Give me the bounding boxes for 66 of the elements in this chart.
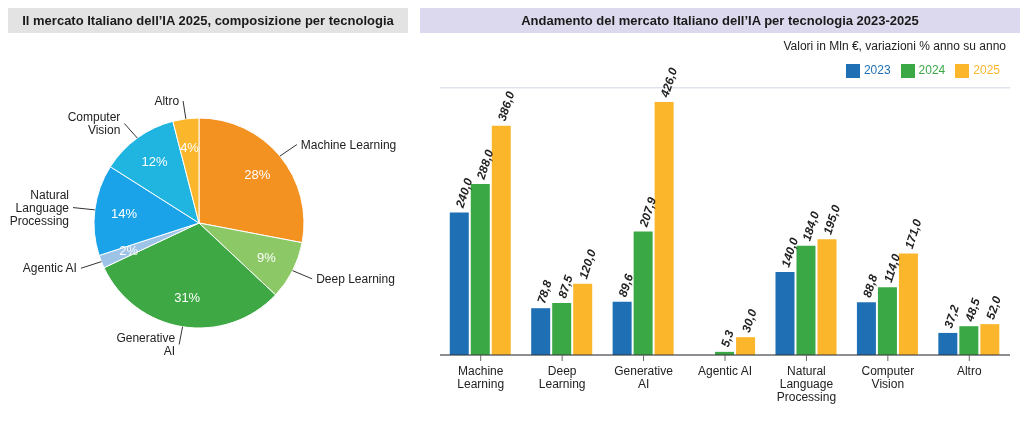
data-label: 195,0 [820,202,844,237]
chart-title: Il mercato Italiano dell’IA 2025, composizione per tecnologia [8,8,408,33]
data-label: 140,0 [778,235,802,269]
bar [531,308,551,355]
bar [612,301,632,355]
data-label: 78,8 [534,278,555,306]
bar [817,239,837,355]
x-tick-label: Computer Vision [861,364,915,391]
bar [796,245,816,355]
x-tick-label: Natural Language Processing [776,364,837,404]
data-label: 386,0 [494,89,518,123]
data-label: 88,8 [859,272,881,300]
chart-title: Andamento del mercato Italiano dell’IA per tecnologia 2023-2025 [420,8,1020,33]
bar [736,337,756,355]
data-label: 89,6 [615,271,637,299]
data-label: 426,0 [657,65,681,100]
legend-label: 2025 [973,63,1000,77]
data-label: 171,0 [901,217,925,251]
chart-subtitle: Valori in Mln €, variazioni % anno su anno [782,38,1007,53]
x-tick-label: Altro [956,364,982,378]
bar [898,253,918,355]
slice-label: Altro [154,93,180,108]
data-label: 288,0 [473,147,497,182]
bar [449,212,469,355]
legend-label: 2024 [918,63,946,77]
bar [938,332,958,355]
data-label: 12% [141,154,169,170]
x-tick-label: Generative AI [614,364,674,391]
data-label: 87,5 [555,273,576,300]
data-label: 114,0 [880,251,904,285]
data-label: 240,0 [452,176,476,211]
x-tick-label: Agentic AI [697,364,753,378]
bar [980,324,1000,355]
slice-label: Agentic AI [22,261,77,276]
data-label: 9% [256,249,277,265]
data-label: 30,0 [739,307,760,335]
bar [959,326,979,355]
bar [877,287,897,355]
bar [573,283,593,355]
slice-label: Machine Learning [300,137,397,152]
bar [633,231,653,355]
data-label: 2% [119,243,139,259]
legend-label: 2023 [863,63,891,77]
bar [491,125,511,355]
bar [552,303,572,355]
bar [775,271,795,355]
x-tick-label: Machine Learning [457,364,505,391]
slice-label: Generative AI [116,330,176,358]
bar [856,302,876,355]
data-label: 31% [174,290,201,306]
data-label: 4% [180,140,200,156]
data-label: 37,2 [941,302,963,330]
data-label: 52,0 [983,294,1005,322]
data-label: 207,9 [636,195,660,230]
data-label: 14% [110,206,138,222]
slice-label: Natural Language Processing [9,187,70,228]
bar [470,184,490,355]
slice-label: Deep Learning [316,271,395,286]
bar [654,102,674,355]
x-tick-label: Deep Learning [538,364,586,391]
data-label: 120,0 [576,247,599,281]
slice-label: Computer Vision [67,109,121,137]
data-label: 5,3 [718,328,737,349]
data-label: 28% [244,167,271,183]
data-label: 48,5 [962,296,984,325]
data-label: 184,0 [799,209,823,243]
